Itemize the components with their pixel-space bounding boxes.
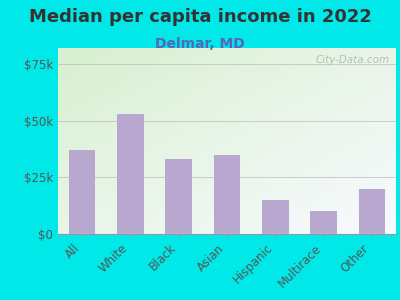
Text: Median per capita income in 2022: Median per capita income in 2022 bbox=[28, 8, 372, 26]
Bar bbox=[69, 150, 96, 234]
Bar bbox=[358, 189, 385, 234]
Bar bbox=[117, 114, 144, 234]
Bar bbox=[166, 159, 192, 234]
Bar bbox=[214, 154, 240, 234]
Text: City-Data.com: City-Data.com bbox=[315, 56, 389, 65]
Bar bbox=[310, 211, 337, 234]
Text: Delmar, MD: Delmar, MD bbox=[155, 38, 245, 52]
Bar bbox=[262, 200, 288, 234]
